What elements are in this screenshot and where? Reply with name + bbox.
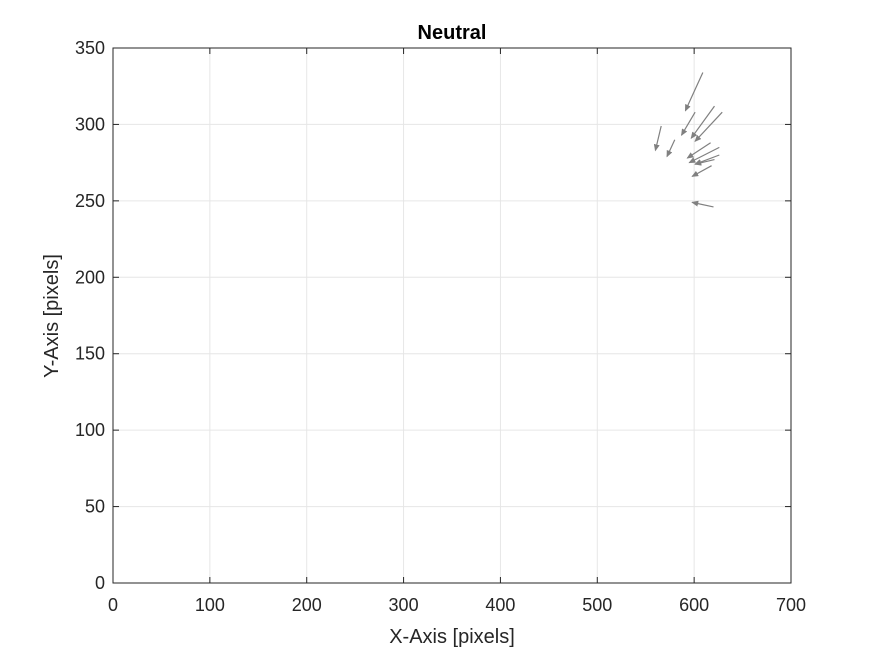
quiver-arrow xyxy=(694,159,715,166)
x-tick-label: 0 xyxy=(108,595,118,615)
quiver-arrow xyxy=(691,200,714,208)
y-tick-label: 200 xyxy=(75,267,105,287)
y-tick-label: 50 xyxy=(85,497,105,517)
x-tick-label: 400 xyxy=(485,595,515,615)
y-axis-label: Y-Axis [pixels] xyxy=(41,254,63,378)
tick-labels: 0 100 200 300 400 500 600 700 0 50 100 150 200 250 300… xyxy=(75,38,806,615)
quiver-arrow xyxy=(681,111,696,136)
grid-lines xyxy=(112,47,792,584)
y-tick-label: 300 xyxy=(75,114,105,134)
quiver-arrow xyxy=(653,125,662,152)
y-tick-label: 150 xyxy=(75,344,105,364)
x-tick-label: 600 xyxy=(679,595,709,615)
x-tick-label: 300 xyxy=(389,595,419,615)
y-tick-label: 350 xyxy=(75,38,105,58)
quiver-arrow xyxy=(694,111,723,142)
quiver-arrow xyxy=(684,72,704,112)
quiver-arrows xyxy=(653,72,723,208)
chart-title: Neutral xyxy=(418,22,487,44)
x-tick-label: 500 xyxy=(582,595,612,615)
x-tick-label: 100 xyxy=(195,595,225,615)
quiver-arrow xyxy=(691,165,712,177)
x-tick-label: 200 xyxy=(292,595,322,615)
axes-box xyxy=(112,47,792,584)
plot-area xyxy=(113,48,791,583)
axes xyxy=(112,47,792,584)
x-axis-label: X-Axis [pixels] xyxy=(389,626,515,648)
quiver-arrow xyxy=(686,142,711,159)
x-tick-label: 700 xyxy=(776,595,806,615)
y-tick-label: 100 xyxy=(75,420,105,440)
quiver-arrow xyxy=(690,105,715,139)
quiver-arrow xyxy=(666,139,676,158)
y-tick-label: 250 xyxy=(75,191,105,211)
y-tick-label: 0 xyxy=(95,573,105,593)
